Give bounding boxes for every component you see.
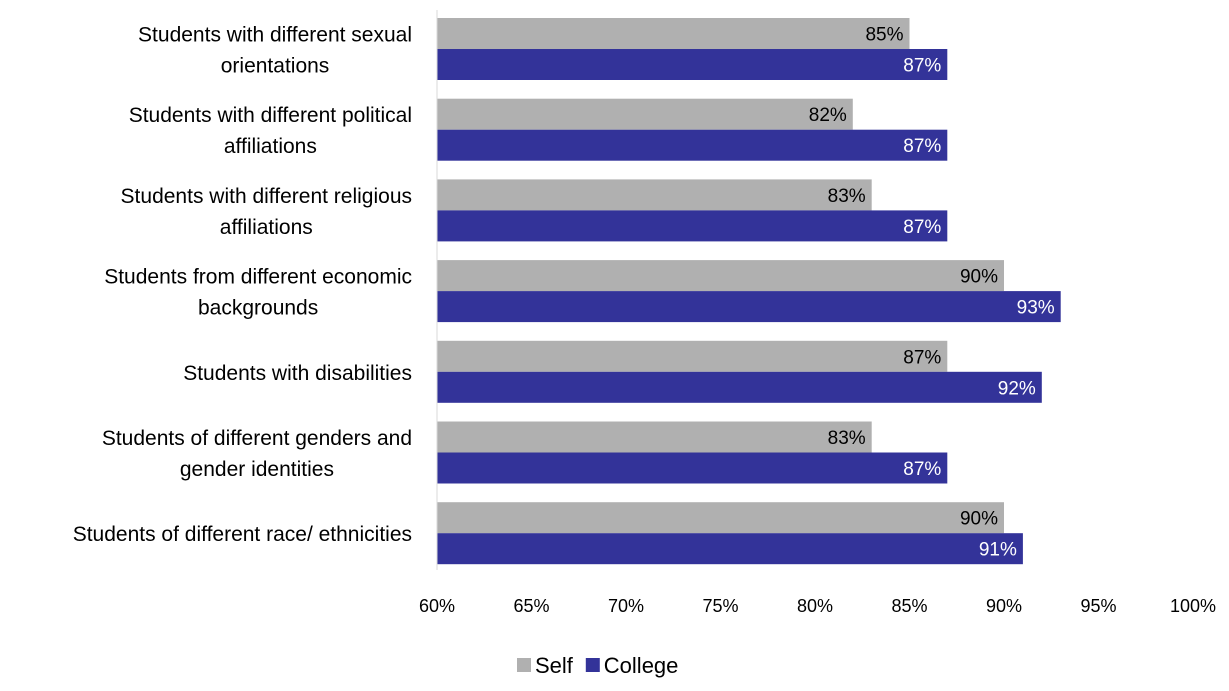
- x-tick-label: 90%: [986, 596, 1022, 616]
- data-label-college: 91%: [979, 540, 1017, 561]
- legend-label-self: Self: [535, 653, 574, 678]
- x-tick-label: 80%: [797, 596, 833, 616]
- category-label-line: backgrounds: [198, 297, 318, 320]
- bar-self: [437, 98, 853, 130]
- bar-college: [437, 371, 1042, 403]
- bar-college: [437, 452, 948, 484]
- bar-college: [437, 129, 948, 161]
- data-label-college: 87%: [903, 136, 941, 157]
- category-label-line: Students of different genders and: [102, 427, 412, 450]
- bar-self: [437, 18, 910, 49]
- x-tick-label: 100%: [1170, 596, 1216, 616]
- bar-self: [437, 502, 1004, 534]
- category-label-line: Students with disabilities: [183, 362, 412, 385]
- data-label-self: 90%: [960, 509, 998, 530]
- bar-self: [437, 421, 872, 453]
- x-tick-labels-group: 60% 65% 70% 75% 80% 85% 90% 95% 100%: [419, 596, 1216, 616]
- x-tick-label: 65%: [513, 596, 549, 616]
- category-label: Students with different political affilia…: [129, 104, 412, 158]
- x-tick-label: 75%: [702, 596, 738, 616]
- data-label-self: 83%: [828, 186, 866, 207]
- data-label-college: 92%: [998, 378, 1036, 399]
- category-label: Students with different sexual orientatio…: [138, 24, 412, 78]
- category-label-line: affiliations: [220, 216, 313, 239]
- category-label-line: affiliations: [224, 135, 317, 158]
- x-tick-label: 60%: [419, 596, 455, 616]
- category-label-line: gender identities: [180, 458, 334, 481]
- bar-college: [437, 49, 948, 80]
- category-label: Students from different economic backgrou…: [104, 266, 412, 320]
- bar-college: [437, 533, 1023, 565]
- category-label-line: Students with different religious: [121, 185, 412, 208]
- category-label: Students of different genders and gender …: [102, 427, 412, 481]
- data-label-college: 93%: [1017, 298, 1055, 319]
- legend-label-college: College: [604, 653, 679, 678]
- data-label-self: 82%: [809, 105, 847, 126]
- bars-group: 85%87%82%87%83%87%90%93%87%92%83%87%90%9…: [437, 18, 1061, 565]
- bar-self: [437, 260, 1004, 292]
- legend: Self College: [517, 653, 678, 678]
- x-tick-label: 95%: [1080, 596, 1116, 616]
- data-label-college: 87%: [903, 217, 941, 238]
- category-label-line: Students with different political: [129, 104, 412, 127]
- data-label-college: 87%: [903, 56, 941, 77]
- bar-college: [437, 291, 1061, 323]
- x-tick-label: 70%: [608, 596, 644, 616]
- data-label-college: 87%: [903, 459, 941, 480]
- bar-self: [437, 179, 872, 211]
- data-label-self: 90%: [960, 267, 998, 288]
- data-label-self: 85%: [865, 25, 903, 46]
- legend-swatch-college: [585, 658, 600, 672]
- category-labels-group: Students with different sexual orientatio…: [73, 24, 412, 547]
- category-label-line: Students from different economic: [104, 266, 412, 289]
- category-label-line: Students of different race/ ethnicities: [73, 523, 412, 546]
- category-label: Students with disabilities: [183, 362, 412, 385]
- category-label-line: orientations: [221, 55, 330, 78]
- bar-college: [437, 210, 948, 242]
- data-label-self: 87%: [903, 347, 941, 368]
- category-label: Students of different race/ ethnicities: [73, 523, 412, 546]
- bar-self: [437, 340, 948, 372]
- data-label-self: 83%: [828, 428, 866, 449]
- legend-swatch-self: [517, 658, 531, 672]
- category-label-line: Students with different sexual: [138, 24, 412, 47]
- category-label: Students with different religious affilia…: [121, 185, 412, 239]
- x-tick-label: 85%: [891, 596, 927, 616]
